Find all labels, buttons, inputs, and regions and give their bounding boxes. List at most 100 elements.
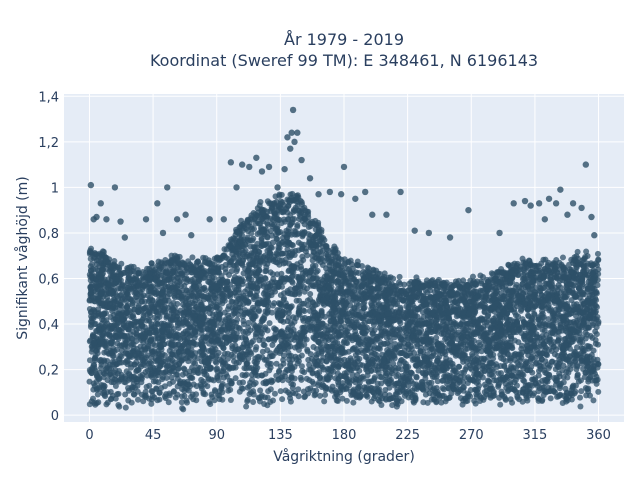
scatter-point: [438, 330, 445, 337]
scatter-point: [396, 325, 403, 332]
scatter-point: [555, 334, 562, 341]
scatter-point: [178, 399, 185, 406]
scatter-point: [283, 366, 290, 373]
scatter-point: [594, 250, 601, 257]
scatter-point: [298, 363, 305, 370]
scatter-point: [277, 388, 284, 395]
scatter-point: [577, 394, 584, 401]
scatter-point: [87, 283, 94, 290]
scatter-point: [516, 396, 523, 403]
scatter-point: [134, 396, 141, 403]
scatter-point: [396, 273, 403, 280]
scatter-point: [577, 339, 584, 346]
scatter-point: [279, 396, 286, 403]
scatter-point: [133, 367, 140, 374]
scatter-point: [104, 399, 111, 406]
scatter-point: [179, 371, 186, 378]
scatter-point: [420, 399, 427, 406]
scatter-point: [495, 383, 502, 390]
scatter-point: [276, 367, 283, 374]
scatter-point: [520, 377, 527, 384]
scatter-point: [378, 402, 385, 409]
chart-title-line2: Koordinat (Sweref 99 TM): E 348461, N 61…: [150, 51, 538, 70]
scatter-point: [304, 386, 311, 393]
scatter-point: [290, 314, 297, 321]
scatter-point: [227, 397, 234, 404]
scatter-point: [304, 346, 311, 353]
scatter-point: [538, 356, 545, 363]
scatter-point: [257, 387, 264, 394]
scatter-point: [109, 352, 116, 359]
scatter-point: [206, 399, 213, 406]
scatter-point: [122, 391, 129, 398]
scatter-point: [266, 320, 273, 327]
scatter-point: [221, 246, 228, 253]
scatter-point: [128, 340, 135, 347]
scatter-point: [424, 314, 431, 321]
scatter-point: [202, 287, 209, 294]
scatter-point: [578, 324, 585, 331]
scatter-point: [355, 341, 362, 348]
scatter-point: [477, 272, 484, 279]
scatter-point: [311, 221, 318, 228]
scatter-point: [361, 304, 368, 311]
scatter-point: [340, 339, 347, 346]
scatter-point: [535, 367, 542, 374]
scatter-point: [433, 334, 440, 341]
scatter-point: [516, 327, 523, 334]
scatter-point: [200, 390, 207, 397]
scatter-point: [442, 297, 449, 304]
scatter-point: [278, 270, 285, 277]
scatter-point: [86, 378, 93, 385]
scatter-point: [514, 321, 521, 328]
scatter-point: [542, 256, 549, 263]
scatter-point: [255, 307, 262, 314]
scatter-point: [94, 391, 101, 398]
scatter-point: [121, 282, 128, 289]
scatter-point: [112, 382, 119, 389]
scatter-point: [276, 192, 283, 199]
scatter-point: [317, 392, 324, 399]
scatter-point: [592, 340, 599, 347]
scatter-point: [247, 261, 254, 268]
scatter-point: [236, 379, 243, 386]
scatter-point: [434, 358, 441, 365]
scatter-point: [259, 348, 266, 355]
scatter-point: [150, 378, 157, 385]
scatter-point: [271, 325, 278, 332]
scatter-point: [577, 403, 584, 410]
scatter-point: [564, 374, 571, 381]
scatter-point: [189, 254, 196, 261]
scatter-point: [497, 401, 504, 408]
scatter-point: [595, 256, 602, 263]
scatter-point: [574, 317, 581, 324]
scatter-point: [494, 269, 501, 276]
scatter-point: [306, 377, 313, 384]
scatter-point: [211, 387, 218, 394]
scatter-point: [595, 388, 602, 395]
scatter-point: [313, 244, 320, 251]
scatter-points-dense: [86, 190, 602, 413]
scatter-point: [532, 375, 539, 382]
scatter-point: [544, 261, 551, 268]
scatter-point: [243, 403, 250, 410]
scatter-point: [128, 399, 135, 406]
scatter-point: [319, 381, 326, 388]
scatter-point: [478, 278, 485, 285]
scatter-point: [233, 268, 240, 275]
scatter-point: [87, 263, 94, 270]
scatter-point: [573, 344, 580, 351]
chart-title-line1: År 1979 - 2019: [284, 30, 404, 49]
scatter-point: [398, 336, 405, 343]
scatter-point: [179, 393, 186, 400]
scatter-point: [165, 399, 172, 406]
scatter-point: [115, 401, 122, 408]
scatter-point: [519, 316, 526, 323]
scatter-point: [446, 394, 453, 401]
scatter-point: [280, 360, 287, 367]
scatter-point: [254, 230, 261, 237]
scatter-point: [214, 392, 221, 399]
scatter-point: [224, 355, 231, 362]
scatter-point: [467, 386, 474, 393]
scatter-point: [223, 285, 230, 292]
